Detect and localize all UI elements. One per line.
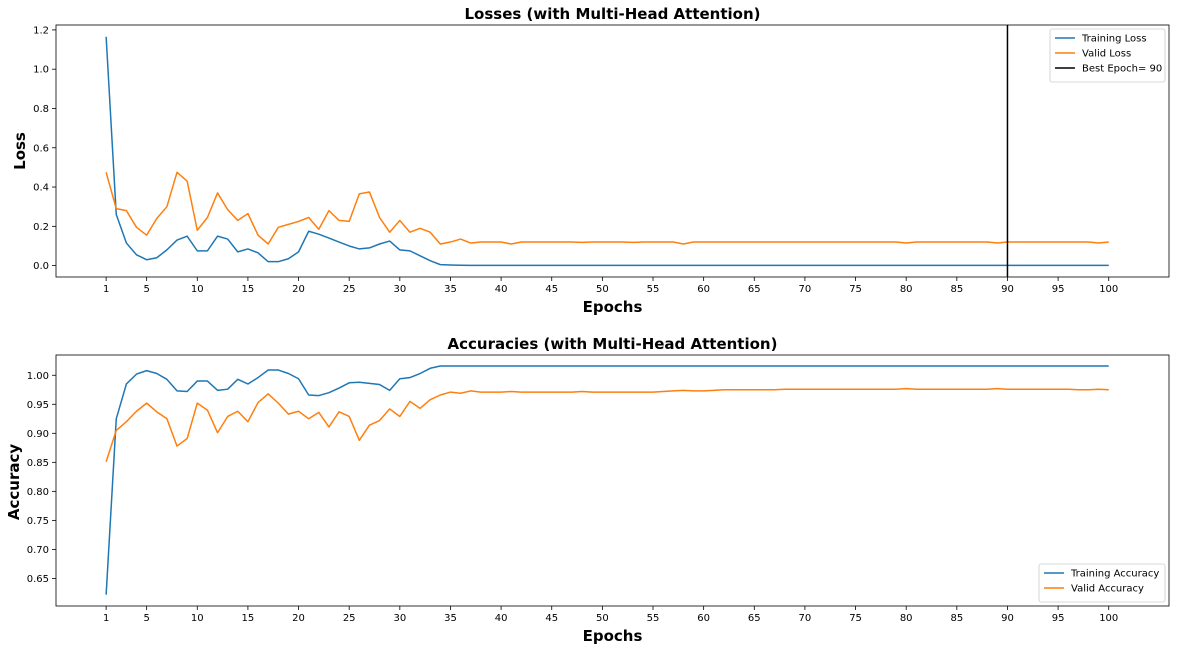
x-tick-label: 90 <box>1001 284 1014 295</box>
y-tick-label: 0.70 <box>27 545 49 556</box>
x-tick-label: 35 <box>444 284 457 295</box>
x-tick-label: 30 <box>393 284 406 295</box>
y-tick-label: 0.80 <box>27 487 49 498</box>
x-tick-label: 100 <box>1099 613 1118 624</box>
y-tick-label: 0.8 <box>33 104 49 115</box>
x-tick-label: 40 <box>495 284 508 295</box>
x-tick-label: 80 <box>900 613 913 624</box>
legend-label: Training Accuracy <box>1070 569 1159 580</box>
x-tick-label: 75 <box>849 613 862 624</box>
legend-label: Best Epoch= 90 <box>1082 64 1162 75</box>
legend-label: Valid Accuracy <box>1071 584 1144 595</box>
series-line-valid-accuracy <box>105 387 1109 462</box>
x-tick-label: 30 <box>393 613 406 624</box>
x-tick-label: 25 <box>343 284 356 295</box>
plot-frame <box>55 24 1170 278</box>
x-tick-label: 60 <box>697 284 710 295</box>
y-tick-label: 0.85 <box>27 458 49 469</box>
x-tick-label: 45 <box>545 613 558 624</box>
legend-label: Valid Loss <box>1082 49 1131 60</box>
chart-title: Accuracies (with Multi-Head Attention) <box>448 335 778 353</box>
x-axis-label: Epochs <box>583 627 643 645</box>
x-tick-label: 15 <box>242 613 255 624</box>
x-tick-label: 5 <box>143 613 149 624</box>
y-tick-label: 0.6 <box>33 143 49 154</box>
x-tick-label: 45 <box>545 284 558 295</box>
y-tick-label: 0.95 <box>27 400 49 411</box>
x-tick-label: 10 <box>191 613 204 624</box>
x-tick-label: 65 <box>748 284 761 295</box>
y-tick-label: 0.2 <box>33 222 49 233</box>
x-tick-label: 100 <box>1099 284 1118 295</box>
x-tick-label: 50 <box>596 613 609 624</box>
x-tick-label: 40 <box>495 613 508 624</box>
x-tick-label: 15 <box>242 284 255 295</box>
x-tick-label: 90 <box>1001 613 1014 624</box>
x-tick-label: 35 <box>444 613 457 624</box>
y-tick-label: 1.00 <box>27 371 49 382</box>
x-tick-label: 65 <box>748 613 761 624</box>
x-tick-label: 10 <box>191 284 204 295</box>
y-tick-label: 0.75 <box>27 516 49 527</box>
series-line-training-accuracy <box>105 365 1109 595</box>
x-tick-label: 85 <box>950 613 963 624</box>
x-tick-label: 50 <box>596 284 609 295</box>
y-tick-label: 0.90 <box>27 429 49 440</box>
accuracies-panel: Accuracies (with Multi-Head Attention) E… <box>5 335 1170 645</box>
legend-box <box>1038 563 1166 603</box>
x-tick-label: 75 <box>849 284 862 295</box>
legend-label: Training Loss <box>1081 34 1147 45</box>
x-tick-label: 60 <box>697 613 710 624</box>
x-tick-label: 95 <box>1052 284 1065 295</box>
x-tick-label: 95 <box>1052 613 1065 624</box>
x-tick-label: 80 <box>900 284 913 295</box>
y-axis-label: Loss <box>11 132 29 170</box>
series-line-training-loss <box>105 36 1109 267</box>
x-tick-label: 1 <box>103 284 109 295</box>
x-tick-label: 70 <box>799 613 812 624</box>
series-line-valid-loss <box>105 171 1109 245</box>
x-tick-label: 1 <box>103 613 109 624</box>
x-tick-label: 20 <box>292 613 305 624</box>
y-tick-label: 1.0 <box>33 65 49 76</box>
y-tick-label: 1.2 <box>33 25 49 36</box>
y-tick-label: 0.0 <box>33 261 49 272</box>
chart-title: Losses (with Multi-Head Attention) <box>464 5 760 23</box>
x-axis-label: Epochs <box>583 298 643 316</box>
legend: Training Accuracy Valid Accuracy <box>1038 563 1166 603</box>
y-tick-label: 0.65 <box>27 574 49 585</box>
x-tick-label: 85 <box>950 284 963 295</box>
plot-frame <box>55 354 1170 607</box>
x-tick-label: 20 <box>292 284 305 295</box>
y-tick-label: 0.4 <box>33 183 49 194</box>
losses-panel: Losses (with Multi-Head Attention) Epoch… <box>11 5 1170 316</box>
legend: Training Loss Valid Loss Best Epoch= 90 <box>1049 28 1166 83</box>
x-tick-label: 55 <box>647 284 660 295</box>
x-tick-label: 55 <box>647 613 660 624</box>
x-tick-label: 70 <box>799 284 812 295</box>
legend-box <box>1049 28 1166 83</box>
y-axis-label: Accuracy <box>5 444 23 520</box>
x-tick-label: 5 <box>143 284 149 295</box>
x-tick-label: 25 <box>343 613 356 624</box>
